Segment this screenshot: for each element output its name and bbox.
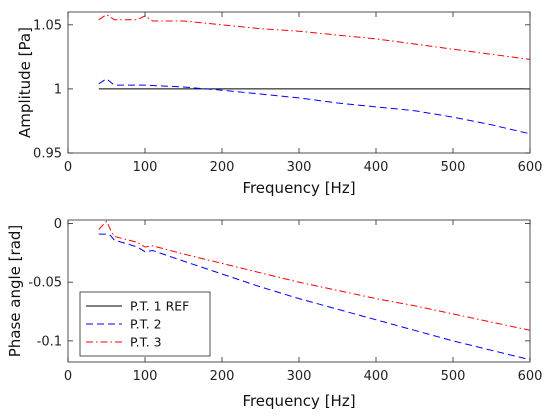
legend-entry-label: P.T. 3 [130,335,162,350]
legend-entry-label: P.T. 1 REF [130,299,189,314]
x-tick-label: 500 [441,160,466,175]
x-tick-label: 100 [133,369,158,384]
series-line-p-t-3 [98,220,530,331]
x-tick-label: 400 [364,160,389,175]
y-tick-label: 0.95 [33,147,62,162]
y-tick-label: 0 [54,217,62,232]
x-tick-label: 300 [287,369,312,384]
x-tick-label: 200 [210,369,235,384]
y-tick-label: 1 [54,82,62,97]
x-axis-label: Frequency [Hz] [242,179,355,197]
x-tick-label: 400 [364,369,389,384]
amplitude-chart: 0 100 200 300 400 500 600 0.95 1 1.05 Frequency [H… [16,11,543,197]
x-tick-label: 0 [64,160,72,175]
series-line-p-t-2 [98,233,530,361]
x-tick-label: 500 [441,369,466,384]
legend: P.T. 1 REF P.T. 2 P.T. 3 [79,291,211,357]
y-axis-label: Amplitude [Pa] [16,27,34,138]
x-tick-label: 600 [518,160,543,175]
y-tick-label: 1.05 [33,18,62,33]
plot-area-frame [67,11,531,154]
y-tick-label: -0.05 [28,276,62,291]
y-tick-label: -0.1 [37,334,62,349]
phase-angle-chart: 0 100 200 300 400 500 600 0 -0.05 -0.1 Frequency [… [6,217,542,410]
x-tick-label: 100 [133,160,158,175]
series-line-p-t-3 [98,14,530,60]
y-axis-label: Phase angle [rad] [6,225,24,358]
x-axis-label: Frequency [Hz] [242,392,355,410]
x-tick-label: 200 [210,160,235,175]
series-line-p-t-2 [98,78,530,135]
x-tick-label: 300 [287,160,312,175]
x-tick-label: 0 [64,369,72,384]
legend-entry-label: P.T. 2 [130,317,162,332]
x-tick-label: 600 [518,369,543,384]
